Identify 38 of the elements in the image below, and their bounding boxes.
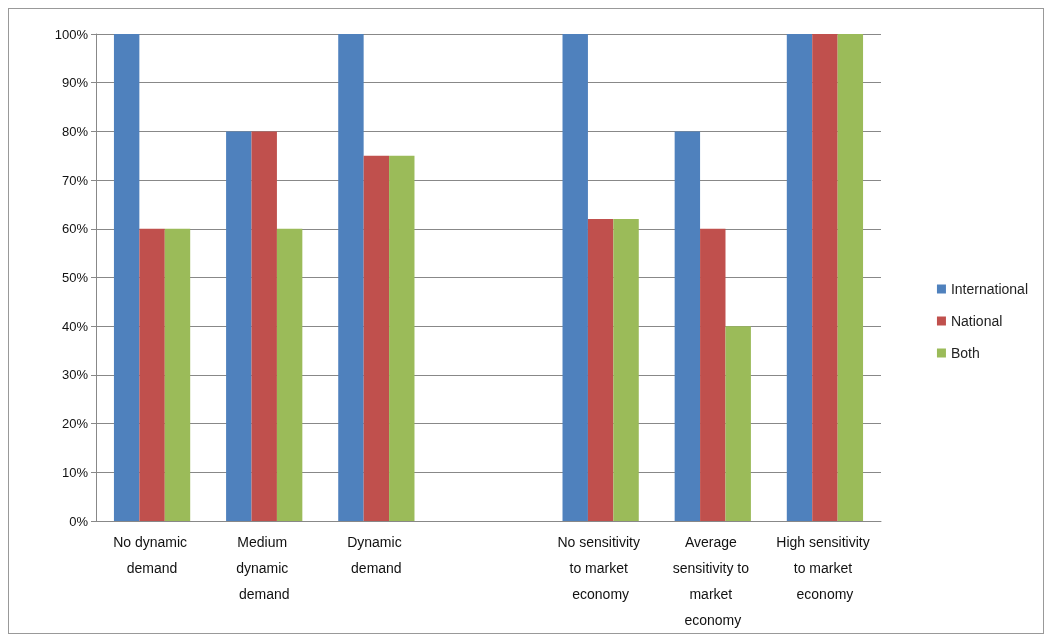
legend-label: Both [950,345,980,361]
y-tick-label: 100% [54,26,89,42]
bar [786,34,813,521]
y-tick-label: 70% [61,172,89,188]
y-tick-label: 20% [61,416,89,432]
bar [725,326,751,521]
y-tick-label: 10% [61,464,89,480]
x-tick-label: No dynamic demand [113,534,191,576]
bar [700,228,726,521]
bar [812,34,838,521]
bar [837,34,864,521]
x-tick-label: Medium dynamic demand [236,534,293,602]
bar [164,228,191,521]
bar [389,155,415,521]
y-tick-label: 90% [61,75,89,91]
bar [587,219,614,521]
bar [139,228,165,521]
legend-label: International [950,281,1029,297]
bar [363,155,390,521]
x-tick-label: No sensitivity to market economy [557,534,644,602]
bar [674,131,701,521]
x-tick-label: High sensitivity to market economy [776,534,874,602]
legend-label: National [950,313,1003,329]
y-tick-label: 40% [61,318,89,334]
y-tick-label: 0% [69,513,89,529]
bar [338,34,364,521]
y-tick-label: 80% [61,123,89,139]
x-tick-label: Average sensitivity to market economy [672,534,753,628]
bar [276,228,303,521]
bar [113,34,140,521]
x-tick-label: Dynamic demand [347,534,406,576]
bar [562,34,588,521]
y-tick-label: 60% [61,221,89,237]
bar [613,219,639,521]
bar [251,131,277,521]
y-tick-label: 30% [61,367,89,383]
bar [226,131,252,521]
y-tick-label: 50% [61,270,89,285]
